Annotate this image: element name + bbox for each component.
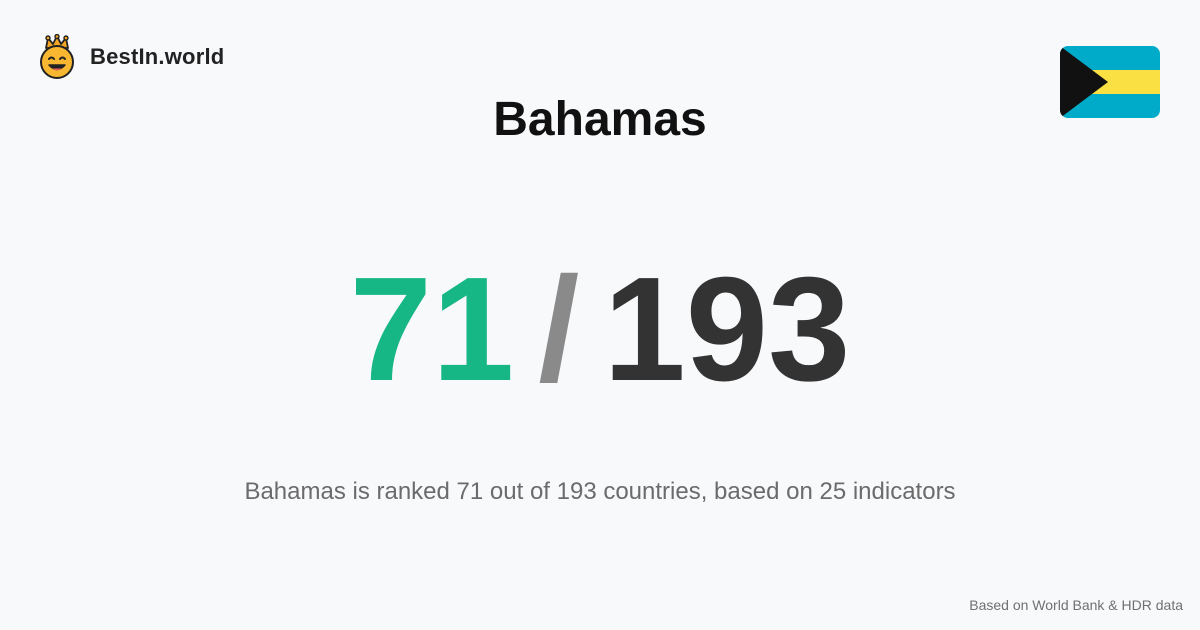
brand[interactable]: BestIn.world: [38, 34, 224, 80]
bahamas-flag-icon: [1060, 46, 1160, 118]
crowned-smiley-logo-icon: [40, 34, 74, 79]
rank-total: 193: [603, 247, 851, 412]
rank-display: 71/193: [0, 250, 1200, 410]
page-title: Bahamas: [493, 93, 707, 146]
brand-name[interactable]: BestIn.world: [90, 44, 225, 69]
rank-summary: Bahamas is ranked 71 out of 193 countrie…: [244, 478, 956, 505]
rank-separator: /: [538, 247, 580, 412]
data-source-note: Based on World Bank & HDR data: [969, 597, 1183, 613]
rank-value: 71: [349, 247, 515, 412]
